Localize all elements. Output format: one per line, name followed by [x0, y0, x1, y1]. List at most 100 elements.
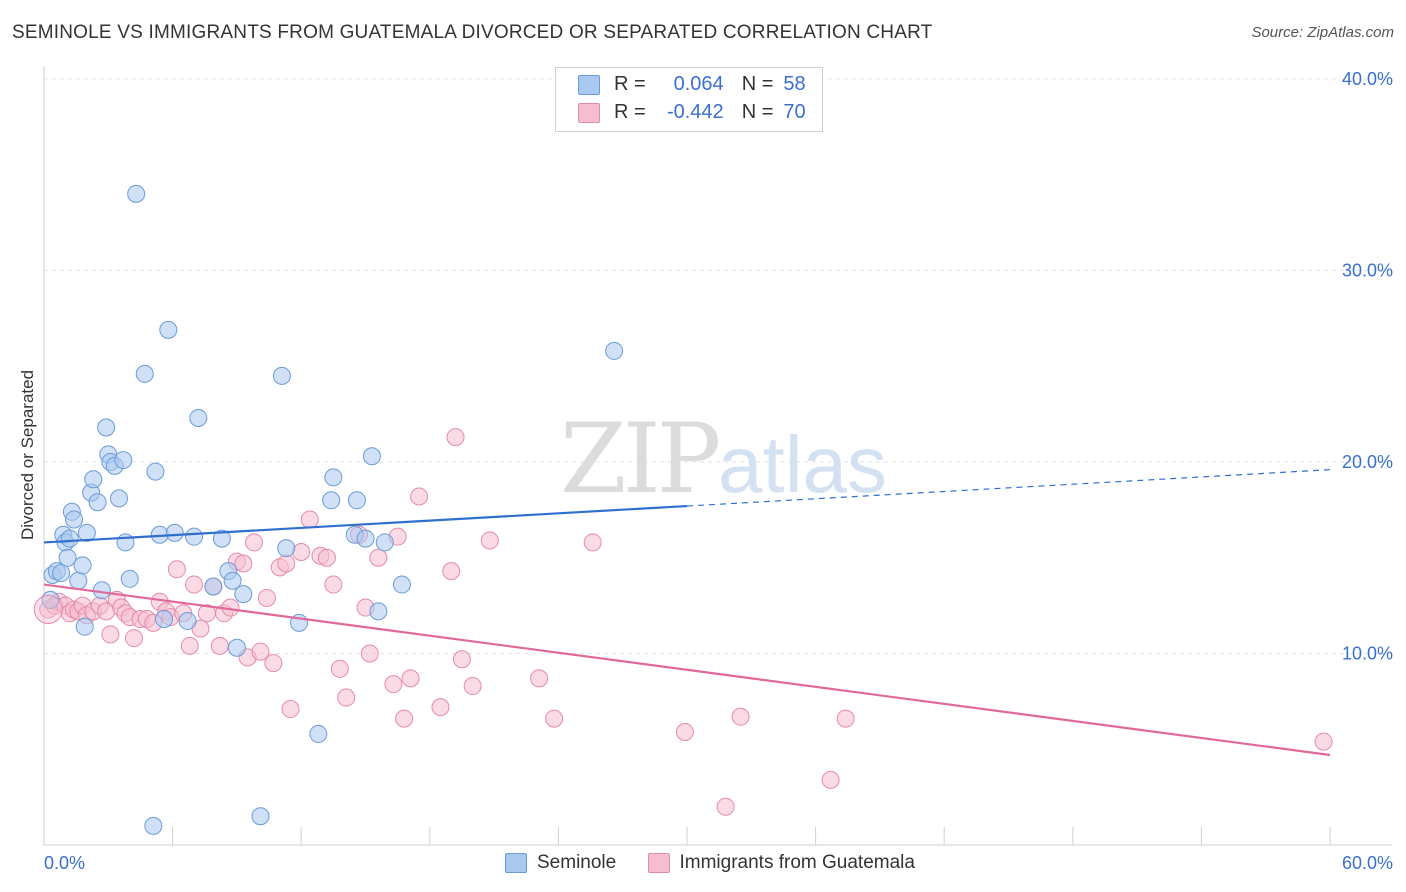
- seminole-point: [165, 523, 184, 542]
- guatemala-point: [716, 797, 735, 816]
- seminole-point: [65, 510, 84, 529]
- seminole-point: [272, 366, 291, 385]
- seminole-point: [362, 447, 381, 466]
- r-value: -0.442: [666, 101, 724, 123]
- seminole-point: [223, 571, 242, 590]
- r-label: R =: [614, 73, 646, 95]
- guatemala-point: [185, 575, 204, 594]
- guatemala-point: [257, 588, 276, 607]
- guatemala-point: [101, 625, 120, 644]
- guatemala-point: [337, 688, 356, 707]
- legend-row-seminole: R = 0.064 N = 58: [578, 73, 806, 99]
- guatemala-point: [125, 629, 144, 648]
- seminole-point: [144, 816, 163, 835]
- n-label: N =: [741, 73, 774, 95]
- guatemala-point: [317, 548, 336, 567]
- guatemala-point: [281, 700, 300, 719]
- seminole-point: [347, 491, 366, 510]
- legend-item-guatemala: Immigrants from Guatemala: [647, 852, 915, 874]
- guatemala-point: [384, 675, 403, 694]
- guatemala-point: [234, 554, 253, 573]
- guatemala-point: [395, 709, 414, 728]
- guatemala-point: [452, 650, 471, 669]
- seminole-trend-extension: [686, 469, 1331, 507]
- seminole-point: [369, 602, 388, 621]
- guatemala-point: [463, 677, 482, 696]
- seminole-point: [60, 529, 79, 548]
- guatemala-point: [1314, 732, 1333, 751]
- guatemala-point: [360, 644, 379, 663]
- guatemala-point: [442, 562, 461, 581]
- seminole-point: [159, 320, 178, 339]
- y-tick-label: 20.0%: [1342, 452, 1393, 472]
- guatemala-point: [251, 642, 270, 661]
- guatemala-point: [180, 636, 199, 655]
- guatemala-point: [292, 543, 311, 562]
- guatemala-point: [300, 510, 319, 529]
- guatemala-point: [245, 533, 264, 552]
- seminole-point: [251, 807, 270, 826]
- seminole-point: [204, 577, 223, 596]
- guatemala-point: [731, 707, 750, 726]
- seminole-point: [69, 571, 88, 590]
- n-label: N =: [741, 101, 774, 123]
- seminole-point: [185, 527, 204, 546]
- seminole-point: [392, 575, 411, 594]
- seminole-point: [92, 581, 111, 600]
- seminole-point: [97, 418, 116, 437]
- correlation-legend: R = 0.064 N = 58 R = -0.442 N = 70: [555, 67, 823, 132]
- chart-title: SEMINOLE VS IMMIGRANTS FROM GUATEMALA DI…: [12, 22, 933, 43]
- seminole-point: [75, 617, 94, 636]
- guatemala-point: [210, 636, 229, 655]
- seminole-point: [88, 493, 107, 512]
- x-tick-label: 0.0%: [44, 853, 85, 873]
- legend-row-guatemala: R = -0.442 N = 70: [578, 101, 806, 127]
- x-tick-label: 60.0%: [1342, 853, 1393, 873]
- guatemala-point: [369, 548, 388, 567]
- guatemala-point: [530, 669, 549, 688]
- seminole-point: [110, 489, 129, 508]
- seminole-point: [84, 470, 103, 489]
- guatemala-point: [324, 575, 343, 594]
- guatemala-point: [33, 594, 63, 624]
- seminole-swatch: [578, 74, 600, 95]
- guatemala-point: [675, 723, 694, 742]
- legend-item-seminole: Seminole: [505, 852, 616, 874]
- seminole-point: [178, 611, 197, 630]
- y-tick-label: 40.0%: [1342, 69, 1393, 89]
- guatemala-point: [446, 428, 465, 447]
- seminole-point: [155, 610, 174, 629]
- seminole-point: [58, 548, 77, 567]
- guatemala-point: [431, 698, 450, 717]
- seminole-point: [234, 585, 253, 604]
- seminole-point: [356, 529, 375, 548]
- guatemala-trend-line: [43, 583, 1331, 757]
- watermark-atlas: atlas: [718, 420, 887, 509]
- seminole-point: [189, 408, 208, 427]
- seminole-point: [227, 638, 246, 657]
- seminole-point: [324, 468, 343, 487]
- n-value: 58: [783, 73, 806, 95]
- guatemala-point: [401, 669, 420, 688]
- guatemala-point: [277, 554, 296, 573]
- seminole-point: [605, 341, 624, 360]
- y-tick-label: 30.0%: [1342, 261, 1393, 281]
- seminole-point: [114, 451, 133, 470]
- guatemala-point: [836, 709, 855, 728]
- series-legend: Seminole Immigrants from Guatemala: [505, 852, 941, 874]
- seminole-point: [135, 364, 154, 383]
- guatemala-point: [330, 659, 349, 678]
- seminole-point: [120, 569, 139, 588]
- seminole-point: [309, 724, 328, 743]
- seminole-trend-line: [43, 504, 688, 544]
- seminole-swatch: [505, 852, 527, 873]
- seminole-point: [73, 556, 92, 575]
- source-label: Source: ZipAtlas.com: [1251, 24, 1394, 41]
- r-label: R =: [614, 101, 646, 123]
- n-value: 70: [783, 101, 806, 123]
- legend-label-seminole: Seminole: [537, 852, 617, 873]
- seminole-point: [277, 539, 296, 558]
- guatemala-point: [821, 770, 840, 789]
- guatemala-point: [167, 560, 186, 579]
